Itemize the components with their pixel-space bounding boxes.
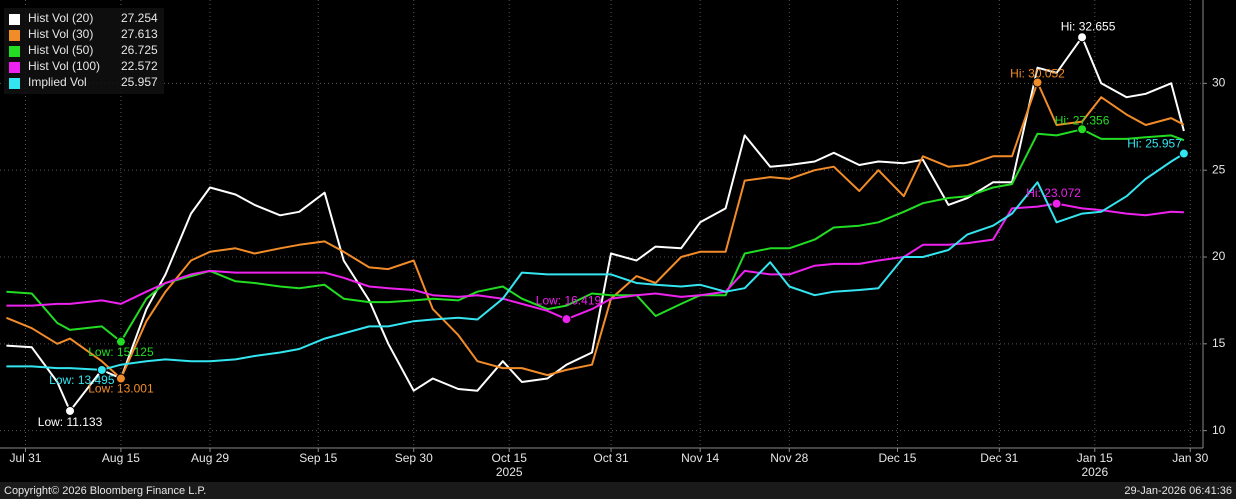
series-line bbox=[6, 152, 1185, 371]
x-year-label: 2025 bbox=[496, 465, 523, 479]
x-tick-label: Jan 15 bbox=[1077, 451, 1113, 465]
legend-label: Hist Vol (100) bbox=[28, 59, 100, 73]
annotation-dot bbox=[96, 364, 107, 375]
annotation-label: Hi: 23.072 bbox=[1026, 186, 1081, 200]
annotation-label: Low: 16.419 bbox=[536, 293, 602, 307]
x-tick-label: Aug 15 bbox=[102, 451, 140, 465]
y-tick-label: 10 bbox=[1212, 423, 1226, 437]
annotation-label: Low: 11.133 bbox=[38, 415, 103, 429]
legend-label: Implied Vol bbox=[28, 75, 87, 89]
legend-value: 27.254 bbox=[121, 11, 158, 25]
legend-box bbox=[4, 8, 164, 94]
annotation-dot bbox=[1077, 32, 1088, 43]
legend-value: 22.572 bbox=[121, 59, 158, 73]
annotation-label: Hi: 25.957 bbox=[1127, 137, 1182, 151]
x-tick-label: Nov 28 bbox=[770, 451, 808, 465]
x-tick-label: Oct 31 bbox=[593, 451, 629, 465]
legend-swatch bbox=[9, 78, 20, 89]
annotation-dot bbox=[115, 373, 126, 384]
legend-swatch bbox=[9, 46, 20, 57]
x-tick-label: Nov 14 bbox=[681, 451, 719, 465]
copyright: Copyright© 2026 Bloomberg Finance L.P. bbox=[4, 485, 206, 497]
legend-value: 26.725 bbox=[121, 43, 158, 57]
legend-swatch bbox=[9, 62, 20, 73]
x-tick-label: Aug 29 bbox=[191, 451, 229, 465]
annotation-label: Hi: 32.655 bbox=[1061, 19, 1116, 33]
annotations: Low: 11.133 Hi: 32.655 Low: 13.001 Hi: 30.0… bbox=[38, 19, 1189, 429]
x-tick-label: Jan 30 bbox=[1172, 451, 1208, 465]
y-tick-label: 20 bbox=[1212, 249, 1226, 263]
annotation-dot bbox=[1051, 198, 1062, 209]
x-tick-label: Jul 31 bbox=[9, 451, 41, 465]
annotation-dot bbox=[1077, 124, 1088, 135]
y-tick-label: 30 bbox=[1212, 76, 1226, 90]
legend: Hist Vol (20) 27.254 Hist Vol (30) 27.613 Hi… bbox=[9, 11, 158, 89]
annotation-label: Low: 15.125 bbox=[88, 345, 154, 359]
series-line bbox=[6, 81, 1185, 380]
x-tick-label: Dec 15 bbox=[878, 451, 916, 465]
timestamp: 29-Jan-2026 06:41:36 bbox=[1124, 485, 1232, 497]
x-tick-label: Sep 15 bbox=[299, 451, 337, 465]
annotation-dot bbox=[1178, 148, 1189, 159]
lines bbox=[6, 36, 1185, 412]
annotation-label: Low: 13.001 bbox=[88, 382, 154, 396]
legend-value: 25.957 bbox=[121, 75, 158, 89]
x-tick-label: Sep 30 bbox=[395, 451, 433, 465]
annotation-label: Hi: 27.356 bbox=[1055, 113, 1110, 127]
legend-value: 27.613 bbox=[121, 27, 158, 41]
legend-label: Hist Vol (30) bbox=[28, 27, 93, 41]
annotation-dot bbox=[65, 405, 76, 416]
series-line bbox=[6, 202, 1184, 321]
annotation-label: Hi: 30.052 bbox=[1010, 67, 1065, 81]
x-tick-label: Oct 15 bbox=[492, 451, 528, 465]
x-tick-label: Dec 31 bbox=[980, 451, 1018, 465]
legend-label: Hist Vol (20) bbox=[28, 11, 93, 25]
y-tick-label: 15 bbox=[1212, 336, 1226, 350]
y-tick-label: 25 bbox=[1212, 162, 1226, 176]
legend-swatch bbox=[9, 14, 20, 25]
legend-swatch bbox=[9, 30, 20, 41]
annotation-dot bbox=[1032, 77, 1043, 88]
annotation-dot bbox=[115, 336, 126, 347]
annotation-label: Low: 13.495 bbox=[49, 373, 115, 387]
x-year-label: 2026 bbox=[1081, 465, 1108, 479]
annotation-dot bbox=[561, 314, 572, 325]
footer-band bbox=[0, 482, 1236, 499]
legend-label: Hist Vol (50) bbox=[28, 43, 93, 57]
